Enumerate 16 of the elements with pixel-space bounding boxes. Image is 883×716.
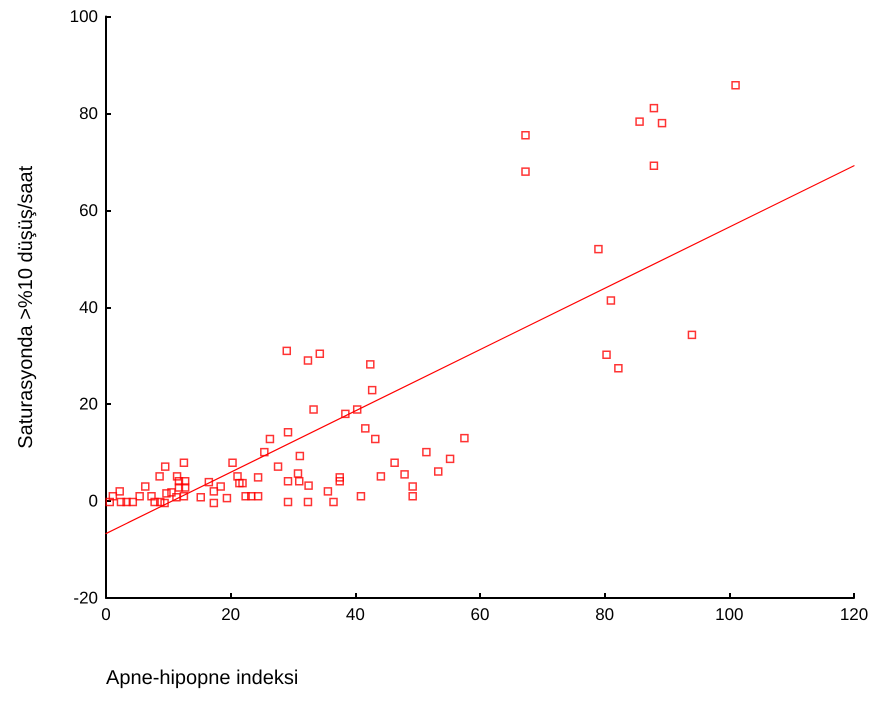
x-tick-label: 80 [595, 605, 614, 624]
y-tick-label: 60 [79, 200, 98, 220]
x-tick-label: 20 [221, 605, 240, 624]
x-tick-label: 40 [346, 605, 365, 624]
y-tick-label: 80 [79, 104, 98, 123]
x-tick-label: 100 [715, 605, 744, 624]
y-tick-label: 0 [88, 492, 98, 511]
x-tick-label: 0 [101, 605, 111, 624]
y-tick-label: 20 [79, 394, 98, 414]
y-axis-title: Saturasyonda >%10 düşüş/saat [15, 165, 37, 449]
x-tick-label: 60 [470, 605, 490, 624]
y-tick-label: -20 [73, 588, 98, 608]
y-tick-label: 100 [70, 7, 98, 26]
x-tick-label: 120 [840, 605, 868, 624]
x-axis-title: Apne-hipopne indeksi [106, 667, 298, 689]
y-tick-label: 40 [79, 298, 98, 317]
